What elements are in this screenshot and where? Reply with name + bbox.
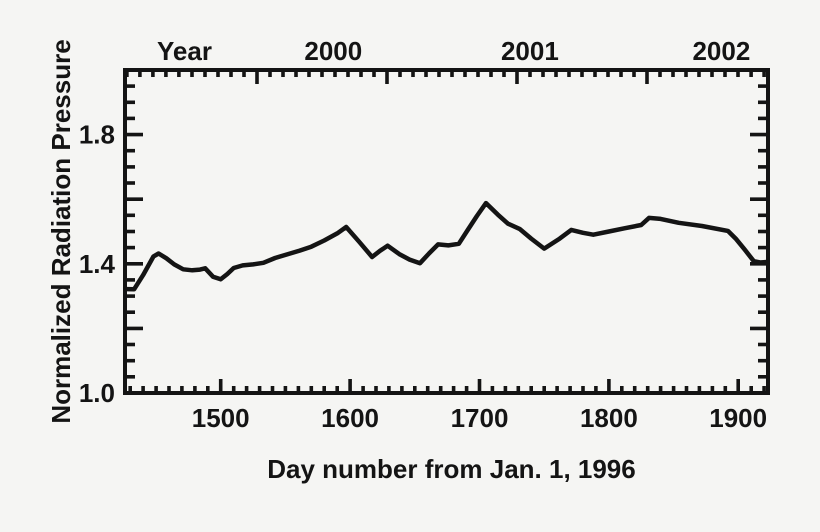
y-tick-label: 1.0 [79, 378, 115, 408]
top-axis-year-label: 2000 [304, 36, 362, 66]
top-axis-year-label: 2002 [692, 36, 750, 66]
y-axis-title: Normalized Radiation Pressure [46, 39, 76, 423]
x-tick-label: 1700 [451, 403, 509, 433]
x-tick-label: 1800 [580, 403, 638, 433]
y-tick-label: 1.4 [79, 249, 116, 279]
x-axis-title: Day number from Jan. 1, 1996 [267, 454, 635, 484]
y-tick-label: 1.8 [79, 120, 115, 150]
plot-frame [123, 68, 770, 395]
top-axis-title: Year [157, 36, 212, 66]
x-tick-label: 1900 [709, 403, 767, 433]
x-tick-label: 1600 [321, 403, 379, 433]
x-tick-label: 1500 [192, 403, 250, 433]
data-line [124, 200, 769, 292]
top-axis-year-label: 2001 [501, 36, 559, 66]
